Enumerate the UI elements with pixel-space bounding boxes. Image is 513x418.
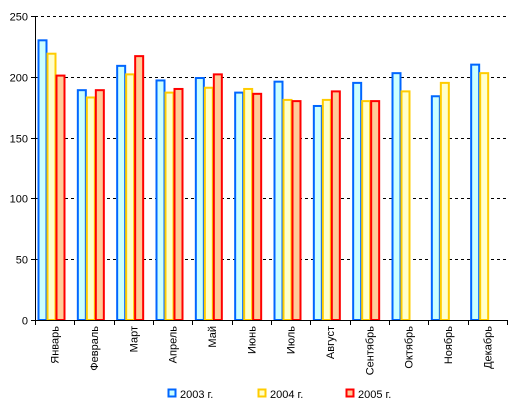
y-tick-label: 0 bbox=[22, 316, 28, 328]
bar bbox=[273, 80, 284, 321]
bar bbox=[37, 39, 48, 321]
bar bbox=[400, 90, 411, 321]
bar bbox=[361, 100, 372, 322]
x-tick-label: Сентябрь bbox=[364, 326, 376, 376]
gridlines bbox=[35, 16, 507, 260]
bar bbox=[46, 52, 57, 321]
bar bbox=[312, 104, 323, 322]
x-tick-label: Март bbox=[128, 326, 140, 352]
bars bbox=[37, 39, 490, 322]
legend-label: 2004 г. bbox=[270, 389, 303, 401]
x-tick-label: Июнь bbox=[246, 326, 258, 354]
bar bbox=[252, 92, 263, 321]
axes bbox=[31, 16, 508, 325]
bar bbox=[391, 72, 402, 322]
bar bbox=[234, 91, 245, 321]
bar bbox=[164, 91, 175, 321]
bar bbox=[125, 73, 136, 321]
x-tick-label: Апрель bbox=[168, 326, 180, 364]
bar bbox=[203, 86, 214, 321]
x-tick-label: Ноябрь bbox=[443, 326, 455, 364]
legend-swatch bbox=[257, 388, 267, 398]
bar bbox=[330, 90, 341, 321]
bar bbox=[85, 96, 96, 321]
y-tick-label: 150 bbox=[10, 134, 28, 146]
x-tick-label: Февраль bbox=[89, 326, 101, 371]
bar bbox=[155, 79, 166, 321]
x-tick-label: Январь bbox=[50, 326, 62, 364]
bar bbox=[116, 64, 127, 321]
y-tick-label: 100 bbox=[10, 194, 28, 206]
legend-swatch bbox=[167, 388, 177, 398]
legend-label: 2003 г. bbox=[180, 389, 213, 401]
bar bbox=[212, 73, 223, 321]
bar bbox=[55, 74, 66, 321]
bar bbox=[282, 98, 293, 321]
bar bbox=[94, 89, 105, 322]
legend: 2003 г. 2004 г. 2005 г. bbox=[167, 388, 391, 401]
y-tick-labels: 0 50 100 150 200 250 bbox=[10, 12, 28, 328]
x-tick-labels: Январь Февраль Март Апрель Май Июнь Июль Август… bbox=[50, 326, 495, 376]
bar bbox=[134, 55, 145, 322]
x-tick-label: Октябрь bbox=[404, 326, 416, 369]
bar bbox=[479, 72, 490, 322]
y-tick-label: 200 bbox=[10, 73, 28, 85]
bar bbox=[194, 77, 205, 321]
x-tick-label: Май bbox=[207, 326, 219, 348]
x-tick-label: Декабрь bbox=[482, 326, 494, 369]
legend-swatch bbox=[345, 388, 355, 398]
bar bbox=[173, 87, 184, 321]
bar bbox=[439, 81, 450, 321]
legend-label: 2005 г. bbox=[358, 389, 391, 401]
y-tick-label: 250 bbox=[10, 12, 28, 24]
bar bbox=[321, 98, 332, 321]
bar bbox=[430, 95, 441, 321]
x-tick-label: Август bbox=[325, 326, 337, 359]
bar bbox=[291, 100, 302, 322]
bar bbox=[370, 100, 381, 322]
bar bbox=[470, 63, 481, 321]
bar bbox=[243, 87, 254, 321]
x-tick-label: Июль bbox=[286, 326, 298, 354]
y-tick-label: 50 bbox=[16, 255, 28, 267]
bar bbox=[352, 81, 363, 321]
bar bbox=[76, 89, 87, 322]
